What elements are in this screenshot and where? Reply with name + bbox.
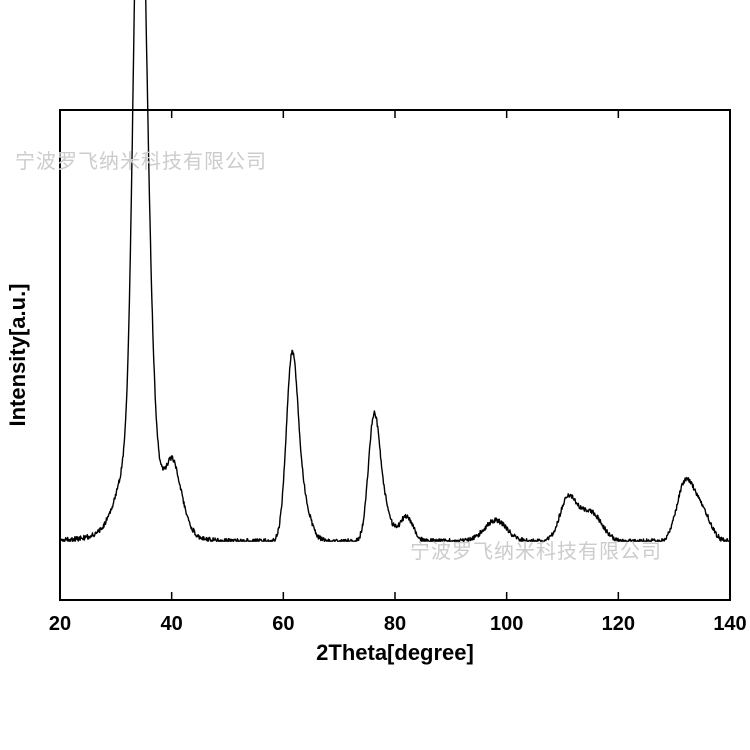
- svg-text:60: 60: [272, 613, 294, 635]
- svg-text:2Theta[degree]: 2Theta[degree]: [316, 640, 474, 665]
- svg-text:140: 140: [713, 613, 746, 635]
- svg-text:80: 80: [384, 613, 406, 635]
- chart-container: 20 40 60 80 100 120 140 2Theta[degree] Intensity…: [0, 0, 750, 750]
- xrd-chart: 20 40 60 80 100 120 140 2Theta[degree] Intensity…: [0, 0, 750, 750]
- svg-text:120: 120: [602, 613, 635, 635]
- svg-text:20: 20: [49, 613, 71, 635]
- svg-text:Intensity[a.u.]: Intensity[a.u.]: [5, 283, 30, 426]
- svg-text:100: 100: [490, 613, 523, 635]
- svg-text:40: 40: [161, 613, 183, 635]
